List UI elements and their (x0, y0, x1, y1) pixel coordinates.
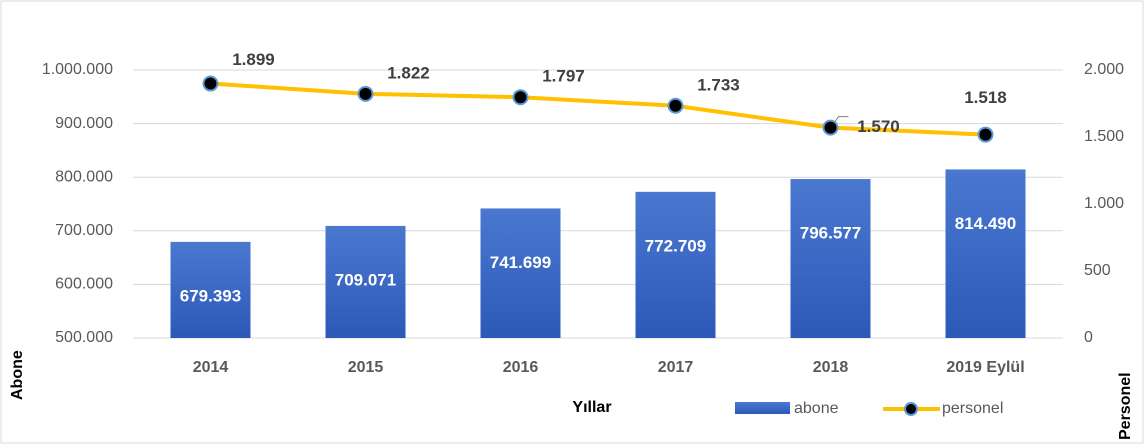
bar-label: 709.071 (335, 270, 396, 289)
bar (790, 179, 871, 338)
line-marker (667, 97, 684, 114)
y2-axis-title: Personel (1117, 372, 1134, 440)
line-marker (512, 89, 529, 106)
line-marker (202, 75, 219, 92)
y2-tick-label: 1.500 (1084, 128, 1124, 145)
y2-tick-label: 2.000 (1084, 61, 1124, 78)
bar (635, 191, 716, 338)
line-label: 1.518 (964, 88, 1007, 107)
line-marker (977, 126, 994, 143)
x-tick-label: 2017 (658, 359, 694, 376)
y2-tick-label: 0 (1084, 329, 1093, 346)
line-marker (357, 85, 374, 102)
x-tick-label: 2019 Eylül (946, 359, 1024, 376)
leader-line (834, 116, 849, 123)
legend-label: abone (794, 400, 839, 417)
y-tick-label: 700.000 (55, 222, 113, 239)
y-tick-label: 1.000.000 (42, 61, 113, 78)
line (210, 81, 986, 137)
line-label: 1.899 (232, 50, 275, 69)
y-tick-label: 500.000 (55, 329, 113, 346)
bar-label: 772.709 (645, 236, 706, 255)
line-label: 1.570 (857, 117, 900, 136)
legend-label: personel (942, 400, 1003, 417)
x-tick-label: 2015 (348, 359, 384, 376)
bar (170, 241, 251, 338)
bar-label: 814.490 (955, 214, 1016, 233)
legend-swatch (735, 402, 790, 414)
x-tick-label: 2016 (503, 359, 539, 376)
bar (480, 208, 561, 338)
bar-label: 741.699 (490, 253, 551, 272)
y-tick-label: 600.000 (55, 276, 113, 293)
line-label: 1.822 (387, 63, 430, 82)
y-tick-label: 900.000 (55, 115, 113, 132)
y2-tick-label: 1.000 (1084, 195, 1124, 212)
line-marker (822, 119, 839, 136)
y2-tick-label: 500 (1084, 262, 1111, 279)
y-tick-label: 800.000 (55, 168, 113, 185)
bar (325, 225, 406, 338)
x-axis-title: Yıllar (572, 399, 611, 416)
bar-label: 679.393 (180, 286, 241, 305)
legend-marker (904, 402, 918, 416)
x-tick-label: 2018 (813, 359, 849, 376)
line-label: 1.797 (542, 67, 585, 86)
bar-label: 796.577 (800, 224, 861, 243)
line-label: 1.733 (697, 75, 740, 94)
y-axis-title: Abone (9, 350, 26, 400)
x-tick-label: 2014 (193, 359, 229, 376)
bar (945, 169, 1026, 338)
